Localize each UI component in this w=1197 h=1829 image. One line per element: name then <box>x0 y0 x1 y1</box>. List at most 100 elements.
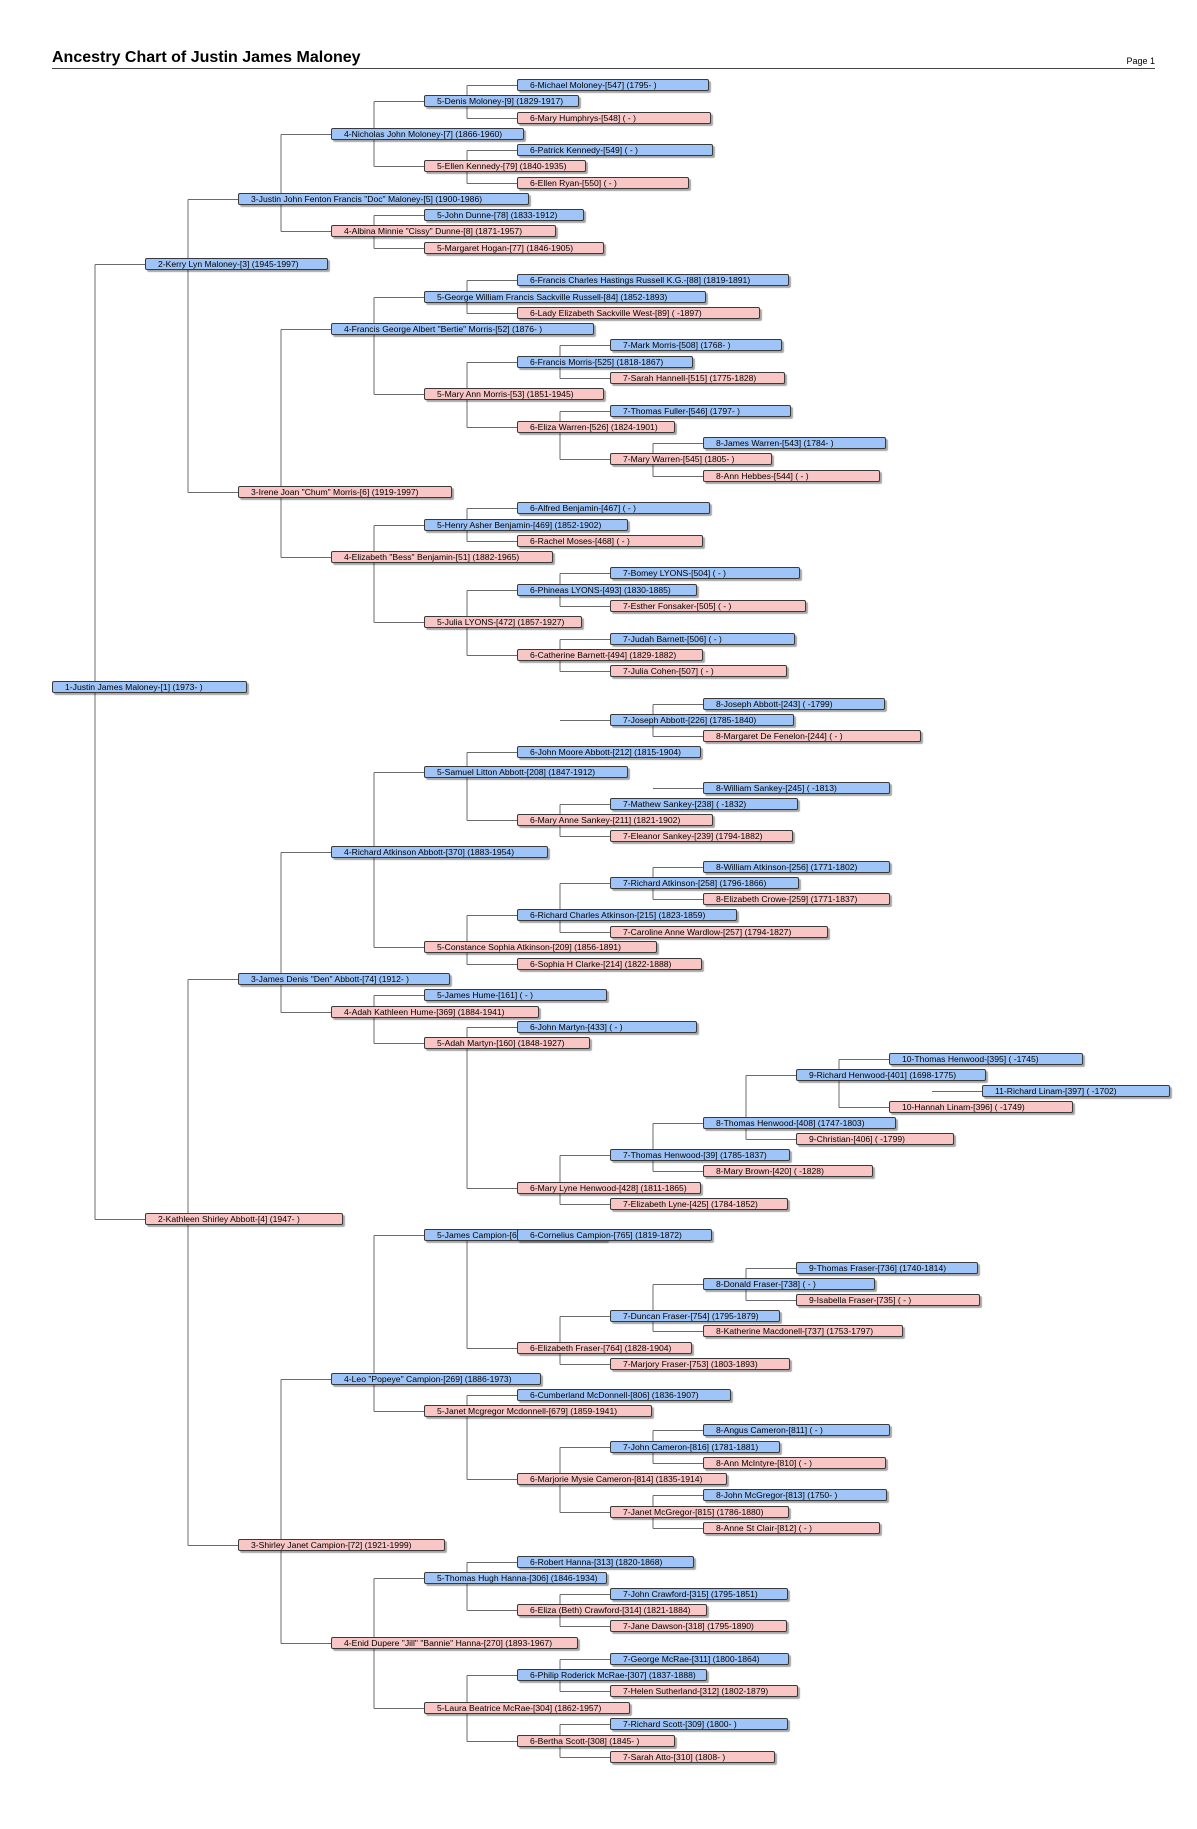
person-box-elizabeth-crowe[interactable]: 8-Elizabeth Crowe-[259] (1771-1837) <box>703 893 890 905</box>
person-box-christian[interactable]: 9-Christian-[406] ( -1799) <box>796 1133 954 1145</box>
person-box-richard-atkinson-abbott[interactable]: 4-Richard Atkinson Abbott-[370] (1883-19… <box>331 846 548 858</box>
person-box-james-warren[interactable]: 8-James Warren-[543] (1784- ) <box>703 437 886 449</box>
person-box-donald-fraser[interactable]: 8-Donald Fraser-[738] ( - ) <box>703 1278 875 1290</box>
person-box-duncan-fraser[interactable]: 7-Duncan Fraser-[754] (1795-1879) <box>610 1310 780 1322</box>
person-box-elizabeth-fraser[interactable]: 6-Elizabeth Fraser-[764] (1828-1904) <box>517 1342 692 1354</box>
person-box-thomas-hugh-hanna[interactable]: 5-Thomas Hugh Hanna-[306] (1846-1934) <box>424 1572 607 1584</box>
person-box-katherine-macdonell[interactable]: 8-Katherine Macdonell-[737] (1753-1797) <box>703 1325 903 1337</box>
person-box-angus-cameron[interactable]: 8-Angus Cameron-[811] ( - ) <box>703 1424 890 1436</box>
person-box-john-martyn[interactable]: 6-John Martyn-[433] ( - ) <box>517 1021 697 1033</box>
person-box-mary-warren[interactable]: 7-Mary Warren-[545] (1805- ) <box>610 453 772 465</box>
person-box-patrick-kennedy[interactable]: 6-Patrick Kennedy-[549] ( - ) <box>517 144 713 156</box>
person-box-kathleen-shirley-abbott[interactable]: 2-Kathleen Shirley Abbott-[4] (1947- ) <box>145 1213 343 1225</box>
person-box-albina-minnie-cissy-dunne[interactable]: 4-Albina Minnie "Cissy" Dunne-[8] (1871-… <box>331 225 556 237</box>
person-box-alfred-benjamin[interactable]: 6-Alfred Benjamin-[467] ( - ) <box>517 502 710 514</box>
person-box-joseph-abbott[interactable]: 8-Joseph Abbott-[243] ( -1799) <box>703 698 885 710</box>
person-box-mary-ann-morris[interactable]: 5-Mary Ann Morris-[53] (1851-1945) <box>424 388 604 400</box>
person-box-francis-morris[interactable]: 6-Francis Morris-[525] (1818-1867) <box>517 356 693 368</box>
person-box-richard-scott[interactable]: 7-Richard Scott-[309] (1800- ) <box>610 1718 788 1730</box>
person-box-margaret-de-fenelon[interactable]: 8-Margaret De Fenelon-[244] ( - ) <box>703 730 921 742</box>
person-box-james-hume[interactable]: 5-James Hume-[161] ( - ) <box>424 989 607 1001</box>
person-box-esther-fonsaker[interactable]: 7-Esther Fonsaker-[505] ( - ) <box>610 600 806 612</box>
person-box-thomas-henwood[interactable]: 10-Thomas Henwood-[395] ( -1745) <box>889 1053 1083 1065</box>
person-box-thomas-fraser[interactable]: 9-Thomas Fraser-[736] (1740-1814) <box>796 1262 978 1274</box>
person-box-hannah-linam[interactable]: 10-Hannah Linam-[396] ( -1749) <box>889 1101 1073 1113</box>
person-box-justin-james-maloney[interactable]: 1-Justin James Maloney-[1] (1973- ) <box>52 681 247 693</box>
person-box-anne-st-clair[interactable]: 8-Anne St Clair-[812] ( - ) <box>703 1522 880 1534</box>
person-box-constance-sophia-atkinson[interactable]: 5-Constance Sophia Atkinson-[209] (1856-… <box>424 941 657 953</box>
person-box-isabella-fraser[interactable]: 9-Isabella Fraser-[735] ( - ) <box>796 1294 980 1306</box>
person-box-john-mcgregor[interactable]: 8-John McGregor-[813] (1750- ) <box>703 1489 887 1501</box>
person-box-ellen-ryan[interactable]: 6-Ellen Ryan-[550] ( - ) <box>517 177 689 189</box>
person-box-richard-linam[interactable]: 11-Richard Linam-[397] ( -1702) <box>982 1085 1170 1097</box>
person-box-lady-elizabeth-sackville-west[interactable]: 6-Lady Elizabeth Sackville West-[89] ( -… <box>517 307 760 319</box>
person-box-leo-popeye-campion[interactable]: 4-Leo "Popeye" Campion-[269] (1886-1973) <box>331 1373 541 1385</box>
person-box-thomas-fuller[interactable]: 7-Thomas Fuller-[546] (1797- ) <box>610 405 791 417</box>
person-box-julia-cohen[interactable]: 7-Julia Cohen-[507] ( - ) <box>610 665 787 677</box>
person-box-janet-mcgregor[interactable]: 7-Janet McGregor-[815] (1786-1880) <box>610 1506 789 1518</box>
person-box-jane-dawson[interactable]: 7-Jane Dawson-[318] (1795-1890) <box>610 1620 787 1632</box>
person-box-shirley-janet-campion[interactable]: 3-Shirley Janet Campion-[72] (1921-1999) <box>238 1539 445 1551</box>
person-box-enid-dupere-jill-bannie-hanna[interactable]: 4-Enid Dupere "Jill" "Bannie" Hanna-[270… <box>331 1637 578 1649</box>
person-box-mary-humphrys[interactable]: 6-Mary Humphrys-[548] ( - ) <box>517 112 711 124</box>
person-box-ann-hebbes[interactable]: 8-Ann Hebbes-[544] ( - ) <box>703 470 880 482</box>
person-box-mathew-sankey[interactable]: 7-Mathew Sankey-[238] ( -1832) <box>610 798 798 810</box>
person-box-phineas-lyons[interactable]: 6-Phineas LYONS-[493] (1830-1885) <box>517 584 697 596</box>
person-box-bomey-lyons[interactable]: 7-Bomey LYONS-[504] ( - ) <box>610 567 800 579</box>
person-box-nicholas-john-moloney[interactable]: 4-Nicholas John Moloney-[7] (1866-1960) <box>331 128 524 140</box>
person-box-george-william-francis-sackville-russell[interactable]: 5-George William Francis Sackville Russe… <box>424 291 706 303</box>
person-box-richard-henwood[interactable]: 9-Richard Henwood-[401] (1698-1775) <box>796 1069 986 1081</box>
person-box-adah-martyn[interactable]: 5-Adah Martyn-[160] (1848-1927) <box>424 1037 590 1049</box>
person-box-mark-morris[interactable]: 7-Mark Morris-[508] (1768- ) <box>610 339 782 351</box>
person-box-mary-anne-sankey[interactable]: 6-Mary Anne Sankey-[211] (1821-1902) <box>517 814 713 826</box>
person-box-caroline-anne-wardlow[interactable]: 7-Caroline Anne Wardlow-[257] (1794-1827… <box>610 926 828 938</box>
person-box-eliza-beth-crawford[interactable]: 6-Eliza (Beth) Crawford-[314] (1821-1884… <box>517 1604 707 1616</box>
person-box-john-dunne[interactable]: 5-John Dunne-[78] (1833-1912) <box>424 209 584 221</box>
person-box-ellen-kennedy[interactable]: 5-Ellen Kennedy-[79] (1840-1935) <box>424 160 586 172</box>
person-box-cornelius-campion[interactable]: 6-Cornelius Campion-[765] (1819-1872) <box>517 1229 712 1241</box>
person-box-judah-barnett[interactable]: 7-Judah Barnett-[506] ( - ) <box>610 633 795 645</box>
person-box-mary-lyne-henwood[interactable]: 6-Mary Lyne Henwood-[428] (1811-1865) <box>517 1182 701 1194</box>
person-box-thomas-henwood[interactable]: 7-Thomas Henwood-[39] (1785-1837) <box>610 1149 790 1161</box>
person-box-kerry-lyn-maloney[interactable]: 2-Kerry Lyn Maloney-[3] (1945-1997) <box>145 258 328 270</box>
person-box-bertha-scott[interactable]: 6-Bertha Scott-[308] (1845- ) <box>517 1735 675 1747</box>
person-box-elizabeth-lyne[interactable]: 7-Elizabeth Lyne-[425] (1784-1852) <box>610 1198 788 1210</box>
person-box-margaret-hogan[interactable]: 5-Margaret Hogan-[77] (1846-1905) <box>424 242 604 254</box>
person-box-james-denis-den-abbott[interactable]: 3-James Denis "Den" Abbott-[74] (1912- ) <box>238 973 450 985</box>
person-box-joseph-abbott[interactable]: 7-Joseph Abbott-[226] (1785-1840) <box>610 714 794 726</box>
person-box-denis-moloney[interactable]: 5-Denis Moloney-[9] (1829-1917) <box>424 95 579 107</box>
person-box-philip-roderick-mcrae[interactable]: 6-Philip Roderick McRae-[307] (1837-1888… <box>517 1669 707 1681</box>
person-box-rachel-moses[interactable]: 6-Rachel Moses-[468] ( - ) <box>517 535 703 547</box>
person-box-ann-mcintyre[interactable]: 8-Ann McIntyre-[810] ( - ) <box>703 1457 886 1469</box>
person-box-william-atkinson[interactable]: 8-William Atkinson-[256] (1771-1802) <box>703 861 890 873</box>
person-box-justin-john-fenton-francis-doc-maloney[interactable]: 3-Justin John Fenton Francis "Doc" Malon… <box>238 193 529 205</box>
person-box-thomas-henwood[interactable]: 8-Thomas Henwood-[408] (1747-1803) <box>703 1117 896 1129</box>
person-box-eleanor-sankey[interactable]: 7-Eleanor Sankey-[239] (1794-1882) <box>610 830 793 842</box>
person-box-richard-atkinson[interactable]: 7-Richard Atkinson-[258] (1796-1866) <box>610 877 799 889</box>
person-box-francis-charles-hastings-russell-k-g[interactable]: 6-Francis Charles Hastings Russell K.G.-… <box>517 274 789 286</box>
person-box-john-moore-abbott[interactable]: 6-John Moore Abbott-[212] (1815-1904) <box>517 746 701 758</box>
person-box-sophia-h-clarke[interactable]: 6-Sophia H Clarke-[214] (1822-1888) <box>517 958 702 970</box>
person-box-william-sankey[interactable]: 8-William Sankey-[245] ( -1813) <box>703 782 890 794</box>
person-box-john-crawford[interactable]: 7-John Crawford-[315] (1795-1851) <box>610 1588 788 1600</box>
person-box-john-cameron[interactable]: 7-John Cameron-[816] (1781-1881) <box>610 1441 780 1453</box>
person-box-janet-mcgregor-mcdonnell[interactable]: 5-Janet Mcgregor Mcdonnell-[679] (1859-1… <box>424 1405 652 1417</box>
person-box-francis-george-albert-bertie-morris[interactable]: 4-Francis George Albert "Bertie" Morris-… <box>331 323 594 335</box>
person-box-eliza-warren[interactable]: 6-Eliza Warren-[526] (1824-1901) <box>517 421 675 433</box>
person-box-adah-kathleen-hume[interactable]: 4-Adah Kathleen Hume-[369] (1884-1941) <box>331 1006 539 1018</box>
person-box-marjory-fraser[interactable]: 7-Marjory Fraser-[753] (1803-1893) <box>610 1358 790 1370</box>
person-box-richard-charles-atkinson[interactable]: 6-Richard Charles Atkinson-[215] (1823-1… <box>517 909 737 921</box>
person-box-elizabeth-bess-benjamin[interactable]: 4-Elizabeth "Bess" Benjamin-[51] (1882-1… <box>331 551 553 563</box>
person-box-cumberland-mcdonnell[interactable]: 6-Cumberland McDonnell-[806] (1836-1907) <box>517 1389 731 1401</box>
person-box-marjorie-mysie-cameron[interactable]: 6-Marjorie Mysie Cameron-[814] (1835-191… <box>517 1473 727 1485</box>
person-box-sarah-atto[interactable]: 7-Sarah Atto-[310] (1808- ) <box>610 1751 775 1763</box>
person-box-julia-lyons[interactable]: 5-Julia LYONS-[472] (1857-1927) <box>424 616 582 628</box>
person-box-irene-joan-chum-morris[interactable]: 3-Irene Joan "Chum" Morris-[6] (1919-199… <box>238 486 452 498</box>
person-box-george-mcrae[interactable]: 7-George McRae-[311] (1800-1864) <box>610 1653 789 1665</box>
person-box-samuel-litton-abbott[interactable]: 5-Samuel Litton Abbott-[208] (1847-1912) <box>424 766 628 778</box>
person-box-catherine-barnett[interactable]: 6-Catherine Barnett-[494] (1829-1882) <box>517 649 703 661</box>
person-box-helen-sutherland[interactable]: 7-Helen Sutherland-[312] (1802-1879) <box>610 1685 798 1697</box>
person-box-robert-hanna[interactable]: 6-Robert Hanna-[313] (1820-1868) <box>517 1556 694 1568</box>
person-box-michael-moloney[interactable]: 6-Michael Moloney-[547] (1795- ) <box>517 79 709 91</box>
person-box-sarah-hannell[interactable]: 7-Sarah Hannell-[515] (1775-1828) <box>610 372 785 384</box>
